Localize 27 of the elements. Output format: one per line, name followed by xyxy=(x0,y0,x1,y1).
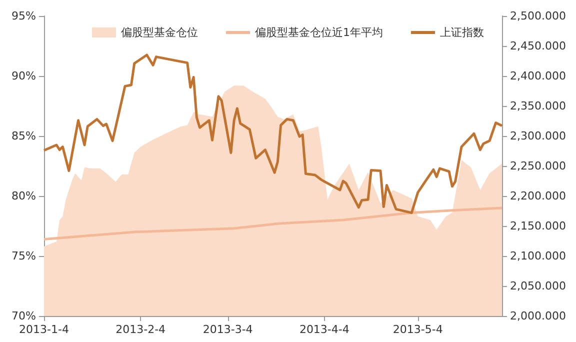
y2-tick-label: 2,450.000 xyxy=(510,40,566,52)
y-tick-label: 70% xyxy=(12,310,36,322)
y2-tick-label: 2,100.000 xyxy=(510,250,566,262)
line-series xyxy=(42,206,504,240)
y2-tick-label: 2,400.000 xyxy=(510,70,566,82)
x-tick-label: 2013-5-4 xyxy=(392,323,443,336)
line-series xyxy=(42,54,504,214)
y2-tick-label: 2,500.000 xyxy=(510,10,566,22)
y-tick-label: 95% xyxy=(12,10,36,22)
y2-tick-label: 2,350.000 xyxy=(510,100,566,112)
y2-tick-label: 2,200.000 xyxy=(510,190,566,202)
y-tick-label: 75% xyxy=(12,250,36,262)
x-tick-label: 2013-4-4 xyxy=(299,323,350,336)
x-tick-label: 2013-1-4 xyxy=(19,323,69,336)
legend-label: 上证指数 xyxy=(440,26,484,39)
y2-tick-label: 2,150.000 xyxy=(510,220,566,232)
y2-tick-label: 2,050.000 xyxy=(510,280,566,292)
y2-tick-label: 2,250.000 xyxy=(510,160,566,172)
legend-label: 偏股型基金仓位近1年平均 xyxy=(255,26,383,39)
y-tick-label: 80% xyxy=(12,190,36,202)
legend-label: 偏股型基金仓位 xyxy=(121,26,198,39)
y2-tick-label: 2,300.000 xyxy=(510,130,566,142)
x-tick-label: 2013-2-4 xyxy=(116,323,166,336)
x-tick-label: 2013-3-4 xyxy=(202,323,253,336)
y-tick-label: 85% xyxy=(12,130,36,142)
y-tick-label: 90% xyxy=(12,70,36,82)
y2-tick-label: 2,000.000 xyxy=(510,310,566,322)
